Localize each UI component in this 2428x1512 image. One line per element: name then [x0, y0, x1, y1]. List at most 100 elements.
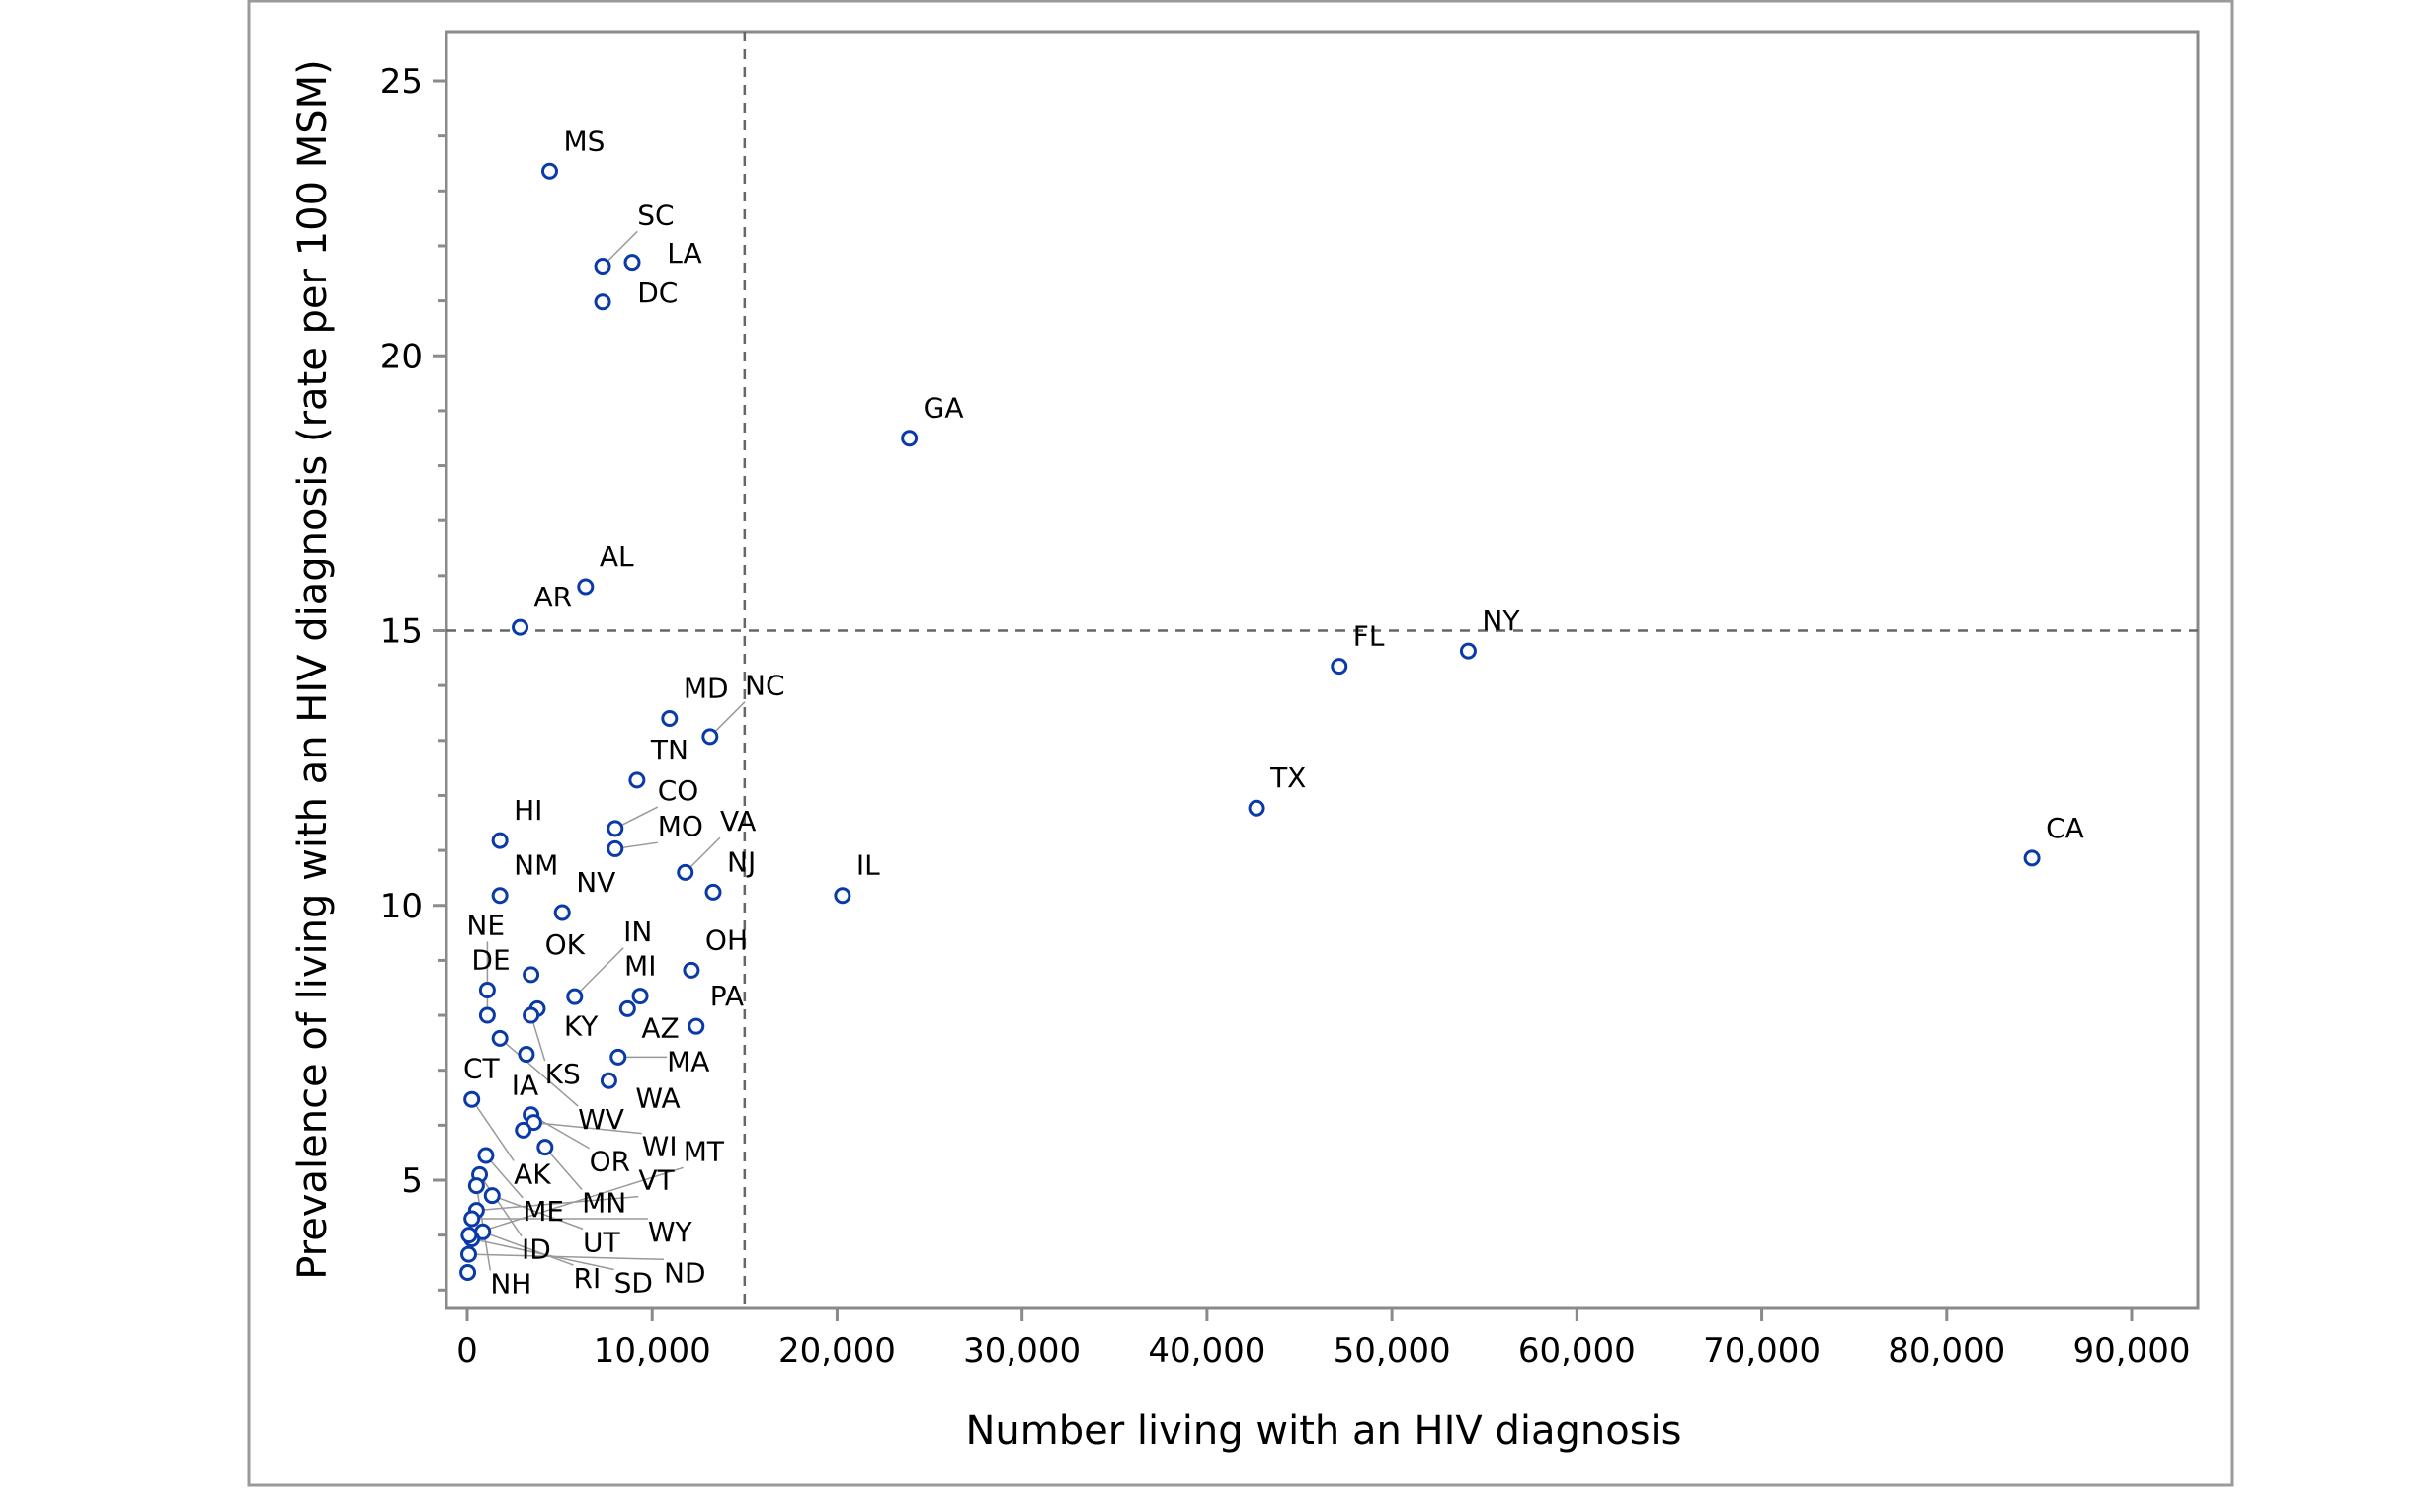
y-tick-label: 25 — [380, 62, 423, 102]
point-label: NC — [745, 670, 785, 702]
data-point-nh — [467, 1177, 485, 1195]
label-leader-line — [544, 1147, 583, 1191]
point-label: OR — [590, 1146, 631, 1178]
data-point-in — [566, 988, 584, 1005]
reference-lines — [446, 32, 2198, 1308]
data-point-ia — [515, 1121, 532, 1139]
point-label: MN — [582, 1187, 626, 1220]
point-label: MT — [684, 1135, 725, 1167]
point-label: UT — [583, 1226, 620, 1258]
point-label: ND — [664, 1256, 706, 1289]
point-label: CO — [658, 774, 699, 807]
data-point-unlabeled — [459, 1263, 477, 1281]
point-label: MD — [684, 673, 729, 705]
x-axis-label: Number living with an HIV diagnosis — [966, 1408, 1682, 1454]
data-point-nm — [491, 887, 509, 905]
data-point-ar — [512, 618, 529, 636]
point-label: WI — [642, 1131, 678, 1163]
point-label: MA — [667, 1046, 709, 1078]
point-label: TX — [1269, 761, 1306, 794]
data-point-ct — [518, 1046, 535, 1064]
y-axis-label: Prevalence of living with an HIV diagnos… — [290, 59, 336, 1280]
data-point-mi — [631, 988, 649, 1005]
point-label: VT — [638, 1164, 675, 1197]
data-point-oh — [683, 961, 700, 979]
x-tick-label: 90,000 — [2073, 1331, 2191, 1371]
point-label: CT — [463, 1053, 501, 1085]
data-point-la — [623, 254, 641, 272]
data-point-mo — [607, 839, 624, 857]
axes: 0 10,000 20,000 30,000 40,000 50,000 60,000 70,… — [380, 62, 2191, 1371]
point-label: ME — [523, 1195, 564, 1228]
data-point-sc — [594, 258, 611, 276]
data-point-al — [577, 578, 595, 596]
data-point-va — [677, 863, 694, 881]
point-label: WV — [578, 1103, 624, 1136]
x-tick-label: 10,000 — [594, 1331, 711, 1371]
data-point-ms — [541, 162, 559, 180]
data-point-me — [477, 1147, 495, 1164]
data-point-nd — [459, 1245, 477, 1263]
point-label: NE — [466, 909, 505, 941]
data-point-ks — [523, 1006, 540, 1024]
point-label: AR — [534, 581, 573, 613]
data-point-md — [661, 710, 679, 728]
x-tick-label: 70,000 — [1703, 1331, 1821, 1371]
x-tick-label: 40,000 — [1148, 1331, 1265, 1371]
label-leader-line — [468, 1253, 665, 1261]
label-leader-line — [471, 1098, 515, 1161]
label-leader-line — [533, 1121, 642, 1135]
point-label: TN — [650, 734, 688, 766]
point-label: OK — [545, 928, 586, 961]
point-label: ID — [522, 1233, 551, 1266]
x-tick-label: 0 — [456, 1331, 478, 1371]
point-label: IL — [856, 849, 880, 882]
data-point-il — [834, 887, 851, 905]
point-label: FL — [1353, 620, 1385, 653]
data-point-wa — [600, 1072, 617, 1089]
point-label: NY — [1482, 604, 1520, 637]
point-label: AL — [600, 540, 634, 573]
point-label: WA — [635, 1082, 680, 1115]
point-label: MO — [658, 810, 703, 842]
data-point-mn — [536, 1139, 554, 1156]
point-label: IA — [512, 1069, 538, 1101]
point-label: GA — [924, 392, 964, 425]
data-point-nc — [701, 728, 719, 746]
label-leader-line — [574, 947, 624, 997]
data-point-de — [478, 981, 496, 998]
point-label: DC — [637, 277, 678, 309]
point-label: RI — [574, 1262, 602, 1295]
point-label: MI — [624, 950, 656, 983]
data-points — [459, 162, 2041, 1281]
data-point-ga — [901, 430, 919, 447]
point-label: SC — [637, 199, 674, 231]
data-point-ok — [523, 966, 540, 984]
point-label: DE — [471, 943, 510, 976]
point-label: AK — [514, 1157, 551, 1190]
data-point-wy — [463, 1210, 481, 1228]
label-leader-line — [492, 1194, 584, 1231]
point-label: HI — [514, 794, 542, 827]
point-label: LA — [667, 237, 701, 270]
data-point-mt — [460, 1227, 478, 1244]
point-label: NM — [514, 849, 558, 882]
y-tick-label: 15 — [380, 612, 423, 652]
x-tick-label: 60,000 — [1518, 1331, 1636, 1371]
data-point-hi — [491, 832, 509, 849]
x-tick-label: 20,000 — [778, 1331, 896, 1371]
data-point-ca — [2023, 849, 2041, 867]
data-point-nj — [704, 883, 722, 901]
data-point-nv — [553, 904, 571, 921]
data-point-tn — [628, 771, 646, 789]
label-leader-line — [478, 1174, 523, 1237]
label-leader-line — [476, 1195, 639, 1212]
x-tick-label: 50,000 — [1334, 1331, 1451, 1371]
x-tick-label: 30,000 — [963, 1331, 1081, 1371]
point-label: VA — [720, 805, 757, 837]
data-point-dc — [594, 293, 611, 311]
y-tick-label: 10 — [380, 887, 423, 926]
data-point-co — [607, 820, 624, 837]
point-label: KY — [564, 1010, 599, 1043]
